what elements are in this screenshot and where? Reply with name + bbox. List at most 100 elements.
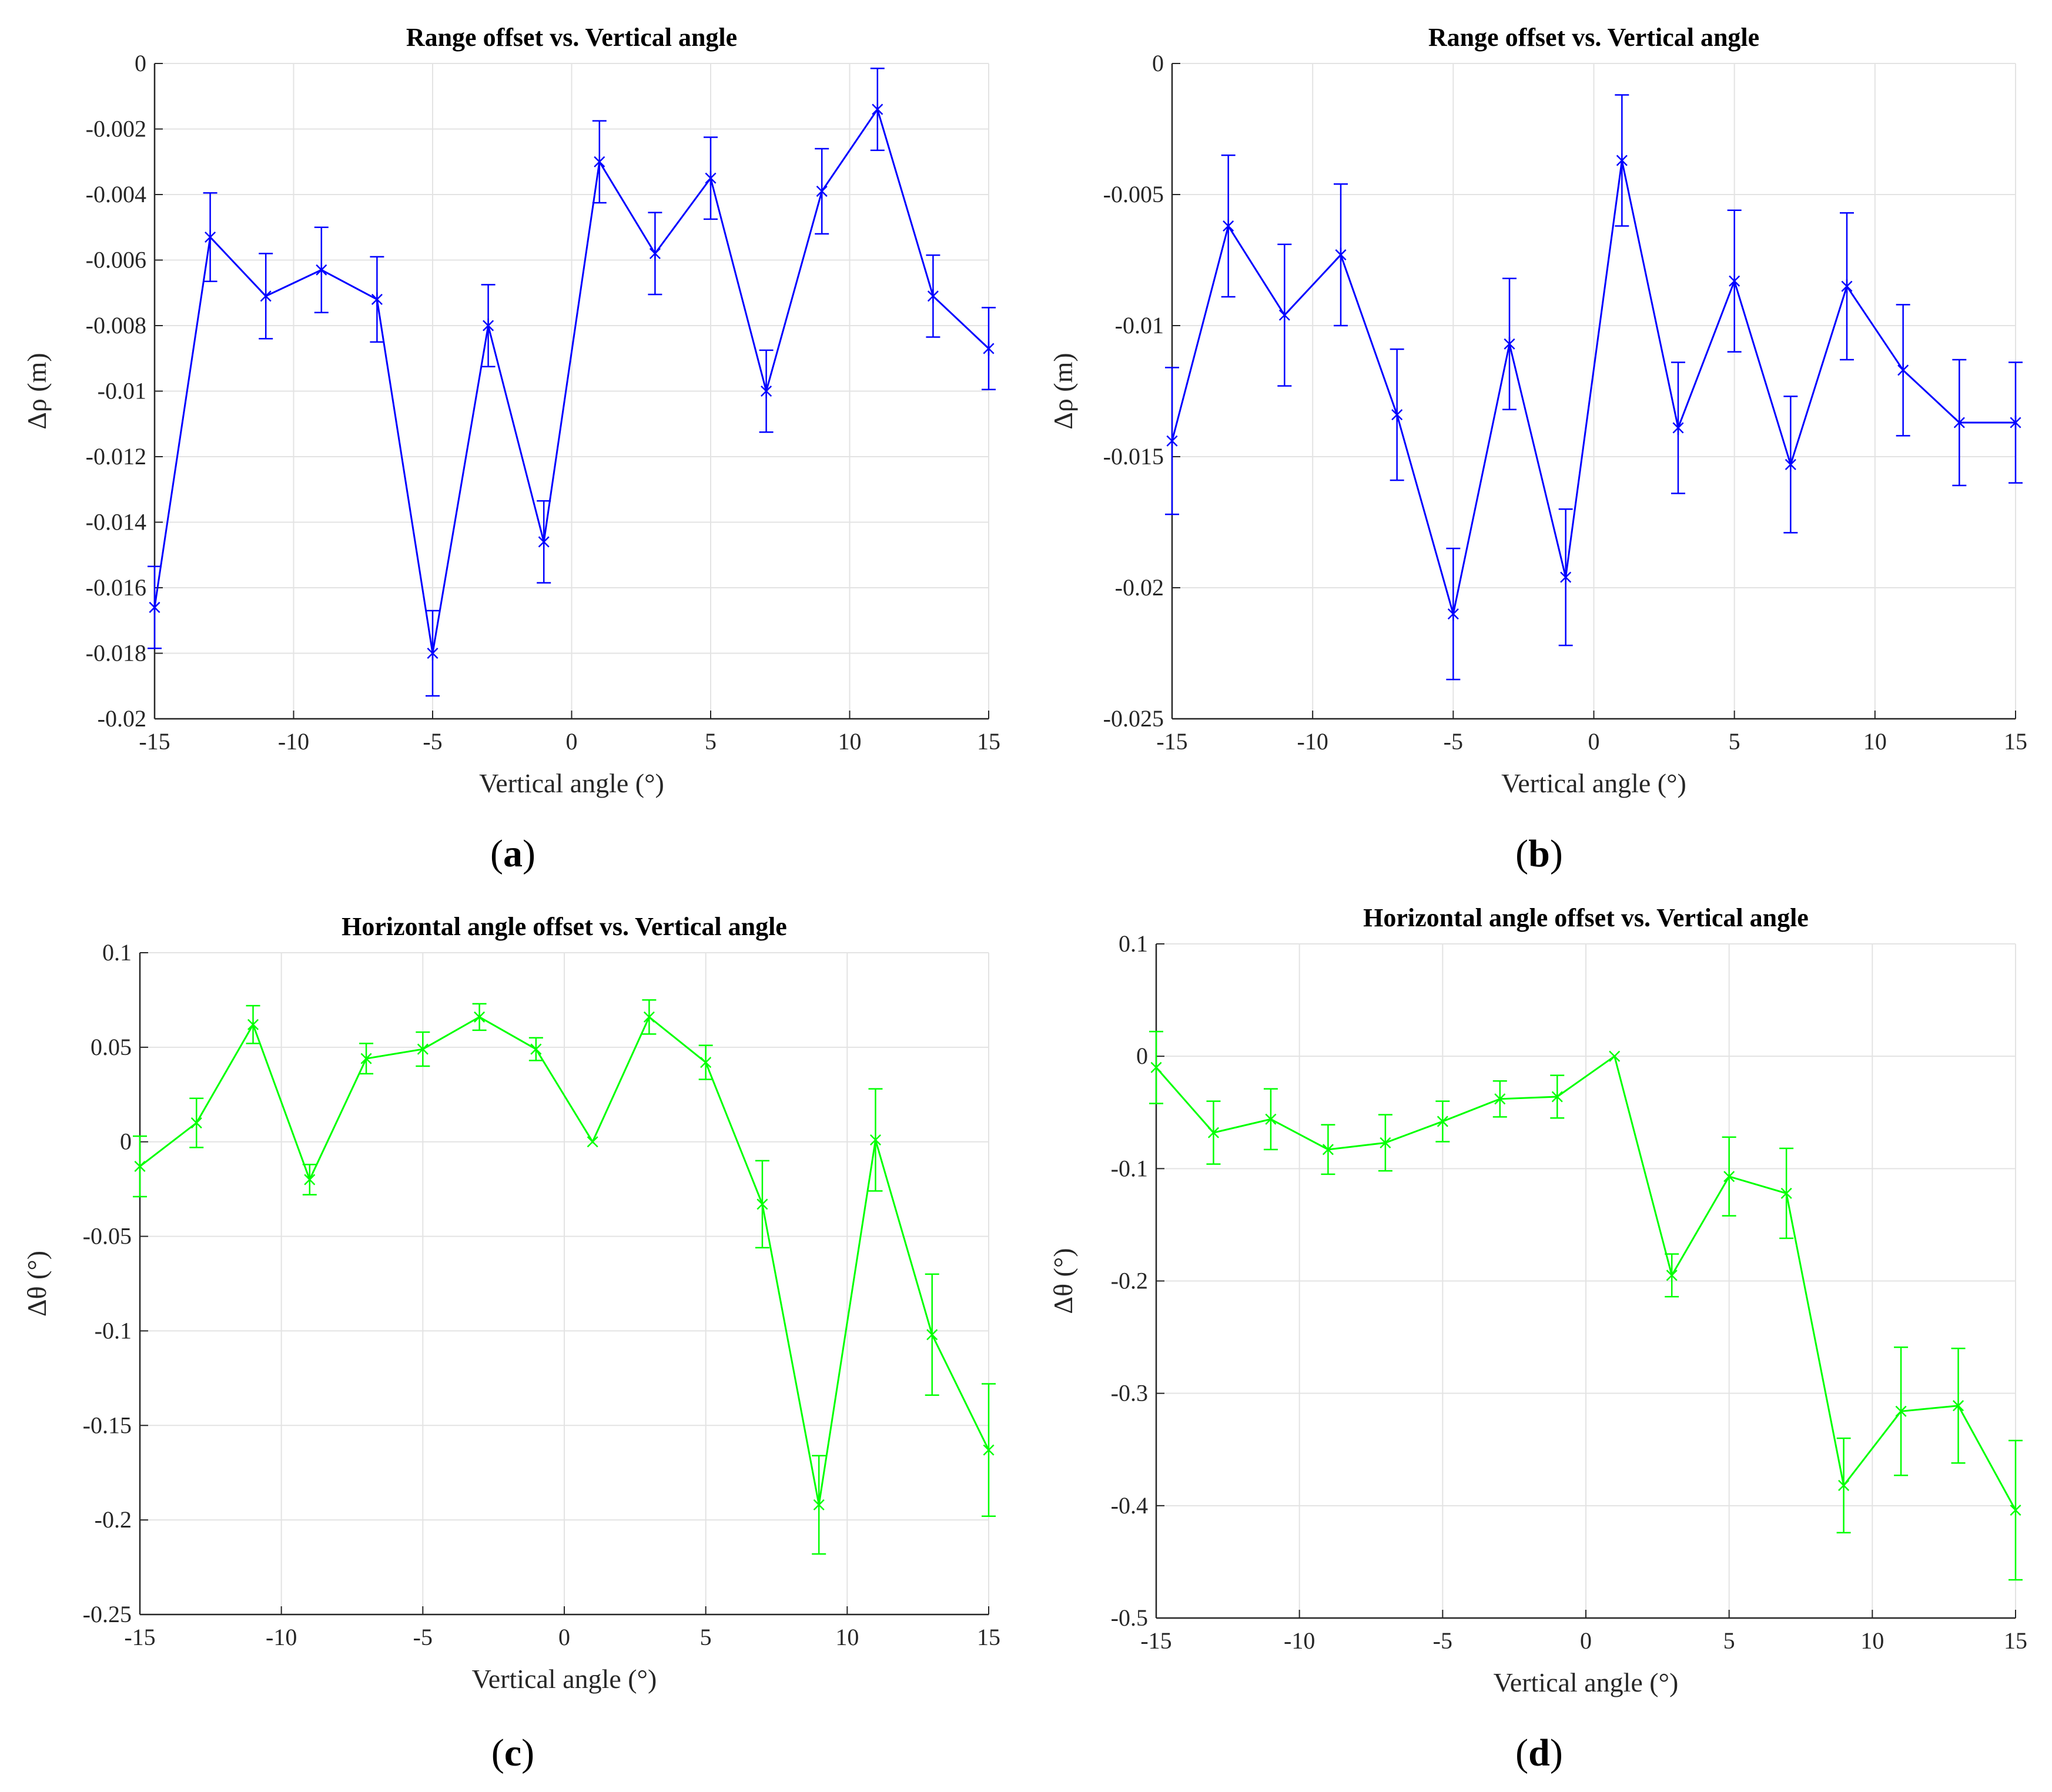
marker-stroke xyxy=(643,1011,655,1023)
marker-stroke xyxy=(190,1117,202,1129)
marker-stroke xyxy=(1838,1479,1850,1491)
x-tick-label: 10 xyxy=(1863,728,1887,755)
marker-stroke xyxy=(1494,1093,1506,1105)
series-line xyxy=(139,1016,990,1505)
x-tick-label: -15 xyxy=(139,728,170,755)
y-tick-label: -0.4 xyxy=(1111,1492,1148,1519)
x-tick-label: -10 xyxy=(1297,728,1328,755)
marker-stroke xyxy=(474,1011,486,1023)
x-tick-label: -5 xyxy=(423,728,442,755)
y-axis-label: Δρ (m) xyxy=(22,353,52,429)
x-tick-label: -10 xyxy=(266,1624,297,1650)
data-point xyxy=(474,1011,486,1023)
x-tick-label: -5 xyxy=(1433,1627,1452,1654)
x-tick-label: -15 xyxy=(124,1624,155,1650)
marker-stroke xyxy=(587,1136,598,1148)
data-point xyxy=(1278,308,1290,323)
x-tick-label: 15 xyxy=(2004,1627,2027,1654)
data-point xyxy=(1953,1400,1964,1412)
marker-stroke xyxy=(247,1019,259,1030)
y-tick-label: 0 xyxy=(135,50,146,76)
x-axis-label: Vertical angle (°) xyxy=(1494,1667,1679,1697)
y-tick-label: -0.006 xyxy=(86,247,146,273)
x-tick-label: 15 xyxy=(977,1624,1000,1650)
y-tick-label: -0.015 xyxy=(1103,443,1164,470)
marker-stroke xyxy=(1265,1113,1277,1125)
marker-stroke xyxy=(2010,1504,2021,1516)
y-tick-label: -0.02 xyxy=(98,705,146,732)
x-tick-label: 10 xyxy=(835,1624,859,1650)
marker-stroke xyxy=(983,1444,995,1456)
data-point xyxy=(417,1043,429,1055)
y-tick-label: -0.05 xyxy=(83,1223,132,1250)
chart-title: Range offset vs. Vertical angle xyxy=(1428,23,1759,52)
panel-c: -15 -10 -5 0 5 10 15 0.1 0.05 0 -0.05 -0.1 -0.15 -0.2… xyxy=(0,896,1026,1792)
data-point xyxy=(483,319,494,333)
marker-stroke xyxy=(813,1499,825,1510)
marker-stroke xyxy=(926,1329,938,1341)
y-tick-label: -0.2 xyxy=(95,1506,132,1533)
y-axis-label: Δθ (°) xyxy=(22,1251,52,1317)
data-point xyxy=(1447,607,1459,621)
y-tick-label: -0.25 xyxy=(83,1601,132,1627)
chart-title: Horizontal angle offset vs. Vertical ang… xyxy=(1363,903,1809,932)
data-point xyxy=(1223,219,1234,233)
marker-stroke xyxy=(134,1161,146,1173)
data-point xyxy=(813,1499,825,1510)
data-point xyxy=(649,246,661,261)
y-tick-label: -0.2 xyxy=(1111,1268,1148,1294)
data-point xyxy=(1494,1093,1506,1105)
data-point xyxy=(1560,570,1572,585)
chart-b: -15 -10 -5 0 5 10 15 0 -0.005 -0.01 -0.015 -0.02 -0.… xyxy=(1048,23,2027,798)
x-tick-label: -10 xyxy=(1284,1627,1315,1654)
x-tick-label: 15 xyxy=(2004,728,2027,755)
y-tick-label: -0.02 xyxy=(1115,574,1164,601)
caption-c: (c) xyxy=(491,1731,535,1774)
y-axis-label: Δρ (m) xyxy=(1048,353,1078,429)
marker-stroke xyxy=(1666,1270,1678,1281)
marker-stroke xyxy=(1551,1091,1563,1103)
data-point xyxy=(190,1117,202,1129)
y-tick-label: -0.1 xyxy=(1111,1155,1148,1181)
data-point xyxy=(2010,416,2021,430)
marker-stroke xyxy=(869,1134,881,1146)
marker-stroke xyxy=(1723,1171,1735,1183)
data-point xyxy=(643,1011,655,1023)
x-tick-label: -5 xyxy=(1444,728,1463,755)
y-tick-label: -0.012 xyxy=(86,443,146,470)
chart-title: Range offset vs. Vertical angle xyxy=(406,23,737,52)
x-tick-label: 10 xyxy=(1860,1627,1884,1654)
chart-title: Horizontal angle offset vs. Vertical ang… xyxy=(342,912,787,941)
data-point xyxy=(1672,420,1684,435)
data-point xyxy=(538,534,550,549)
data-point xyxy=(134,1161,146,1173)
marker-stroke xyxy=(1780,1187,1792,1199)
data-point xyxy=(983,1444,995,1456)
y-tick-label: -0.5 xyxy=(1111,1605,1148,1631)
y-tick-label: -0.016 xyxy=(86,574,146,601)
marker-stroke xyxy=(417,1043,429,1055)
y-tick-label: 0.1 xyxy=(1119,930,1148,957)
x-tick-label: 5 xyxy=(1723,1627,1735,1654)
x-tick-label: 0 xyxy=(1580,1627,1592,1654)
marker-stroke xyxy=(530,1043,542,1055)
data-point xyxy=(1729,274,1740,289)
caption-d: (d) xyxy=(1515,1731,1563,1774)
data-point xyxy=(1150,1061,1162,1073)
data-point xyxy=(1609,1050,1621,1062)
data-point xyxy=(260,289,272,303)
panel-d: -15 -10 -5 0 5 10 15 0.1 0 -0.1 -0.2 -0.3 -0.4 -0.5 Ho… xyxy=(1026,896,2052,1792)
data-point xyxy=(2010,1504,2021,1516)
data-point xyxy=(927,289,939,303)
data-point xyxy=(1895,1405,1907,1417)
panel-a: -15 -10 -5 0 5 10 15 0 -0.002 -0.004 -0.006 -0.008 -… xyxy=(0,0,1026,896)
data-point xyxy=(149,600,160,615)
y-tick-label: -0.15 xyxy=(83,1412,132,1438)
data-point xyxy=(304,1174,316,1185)
data-point xyxy=(1265,1113,1277,1125)
data-point xyxy=(1838,1479,1850,1491)
data-point xyxy=(594,155,605,169)
data-point xyxy=(587,1136,598,1148)
data-point xyxy=(1841,279,1853,294)
data-point xyxy=(1322,1144,1334,1155)
